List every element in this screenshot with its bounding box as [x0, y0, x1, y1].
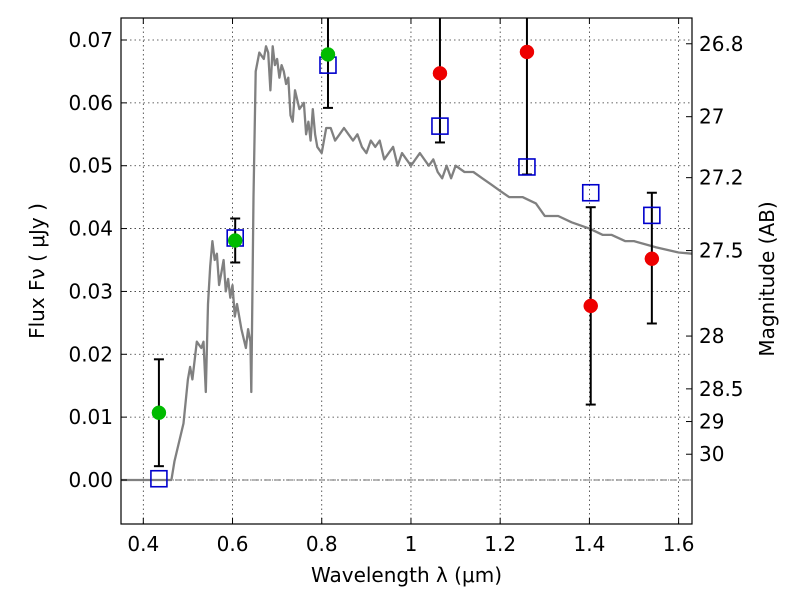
detection-point: [227, 233, 243, 248]
y-tick-label: 0.04: [68, 217, 113, 241]
x-tick-label: 0.6: [217, 532, 249, 556]
detection-point: [151, 405, 167, 420]
x-tick-label: 1: [405, 532, 418, 556]
y2-tick-label: 27.5: [699, 239, 744, 263]
y-tick-label: 0.07: [68, 28, 113, 52]
model-square-marker: [643, 206, 661, 225]
y2-axis-label: Magnitude (AB): [755, 201, 779, 356]
model-spectrum: [121, 45, 693, 482]
model-square-marker: [431, 117, 449, 135]
y2-tick-label: 28: [699, 324, 724, 348]
model-square-marker: [150, 469, 168, 488]
grid: [121, 18, 692, 524]
x-tick-label: 0.4: [127, 532, 159, 556]
red-point: [583, 298, 598, 314]
y2-tick-label: 27: [699, 105, 724, 129]
x-tick-label: 1.4: [573, 532, 605, 556]
model-square-marker: [581, 183, 600, 202]
axis-ticks: 0.4 0.6 0.8 1 1.2 1.4 1.6 0.00 0.01 0.02 0.03 0.04 0…: [68, 18, 744, 556]
plot-frame: [120, 17, 693, 525]
y-tick-label: 0.01: [68, 405, 113, 429]
y-tick-label: 0.06: [68, 91, 113, 115]
red-point: [432, 66, 448, 81]
spectrum-line: [121, 45, 693, 482]
y2-tick-label: 28.5: [699, 377, 744, 401]
detection-point: [320, 47, 336, 62]
y2-tick-label: 26.8: [699, 32, 744, 56]
y-tick-label: 0.05: [68, 154, 113, 178]
x-tick-label: 0.8: [306, 532, 338, 556]
red-point: [644, 251, 660, 266]
y2-tick-label: 27.2: [699, 166, 744, 190]
red-point: [519, 44, 535, 60]
x-tick-label: 1.6: [663, 532, 695, 556]
y-tick-label: 0.03: [68, 279, 113, 303]
y-tick-label: 0.02: [68, 342, 113, 366]
y-tick-label: 0.00: [68, 468, 113, 492]
x-tick-label: 1.2: [484, 532, 516, 556]
data-points: [150, 44, 661, 488]
y2-tick-label: 30: [699, 442, 724, 466]
x-axis-label: Wavelength λ (μm): [311, 563, 502, 587]
y2-tick-label: 29: [699, 410, 724, 434]
y-axis-label: Flux Fν ( μJy ): [25, 203, 49, 339]
model-square-marker: [518, 158, 536, 176]
